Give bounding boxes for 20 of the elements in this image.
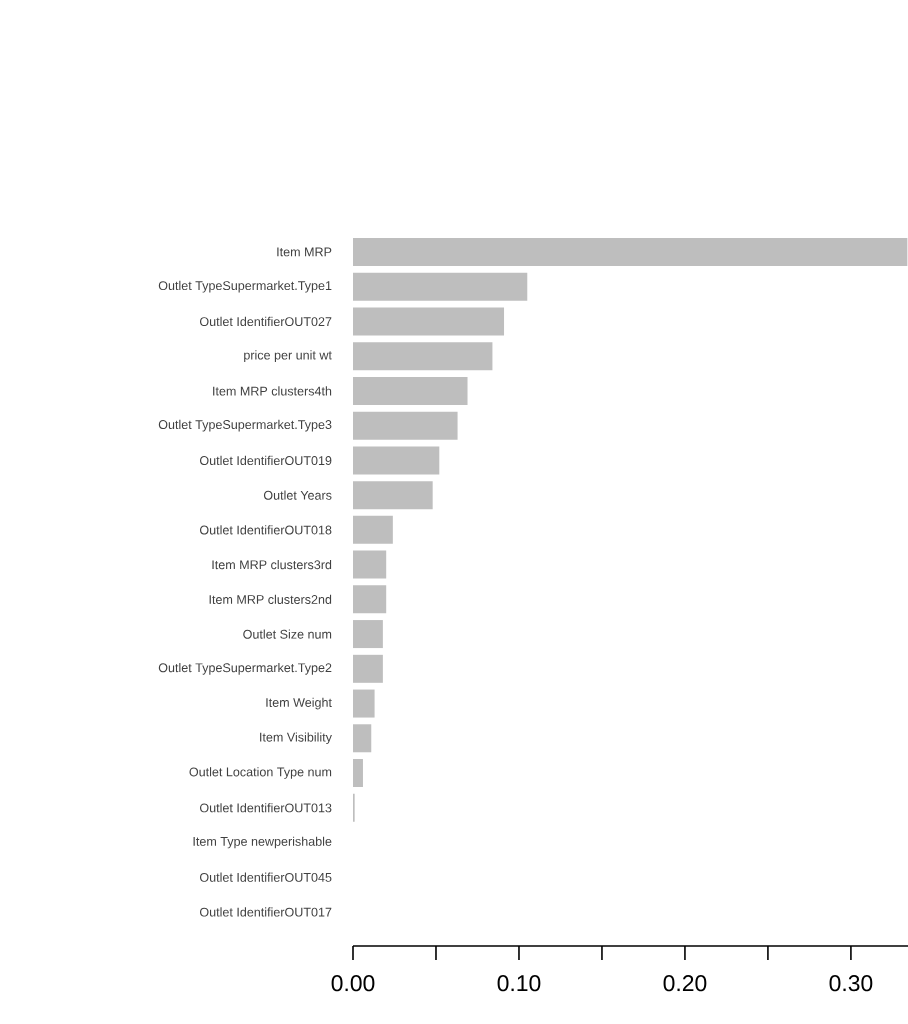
x-tick-label: 0.10 [497,975,541,992]
bar [353,550,387,579]
bar [353,411,458,440]
bar [353,515,393,544]
bar [353,724,372,753]
bar [353,759,363,788]
x-tick-label: 0.00 [331,975,375,992]
bar [353,446,440,475]
bar [353,481,433,510]
bar [353,237,908,266]
bar [353,585,387,614]
bar [353,689,375,718]
bar [353,342,493,371]
x-tick-label: 0.30 [829,975,873,992]
x-tick-label: 0.20 [663,975,707,992]
bar [353,376,468,405]
bar [353,307,505,336]
bar [353,272,528,301]
bar [353,620,383,649]
bar [353,654,383,683]
